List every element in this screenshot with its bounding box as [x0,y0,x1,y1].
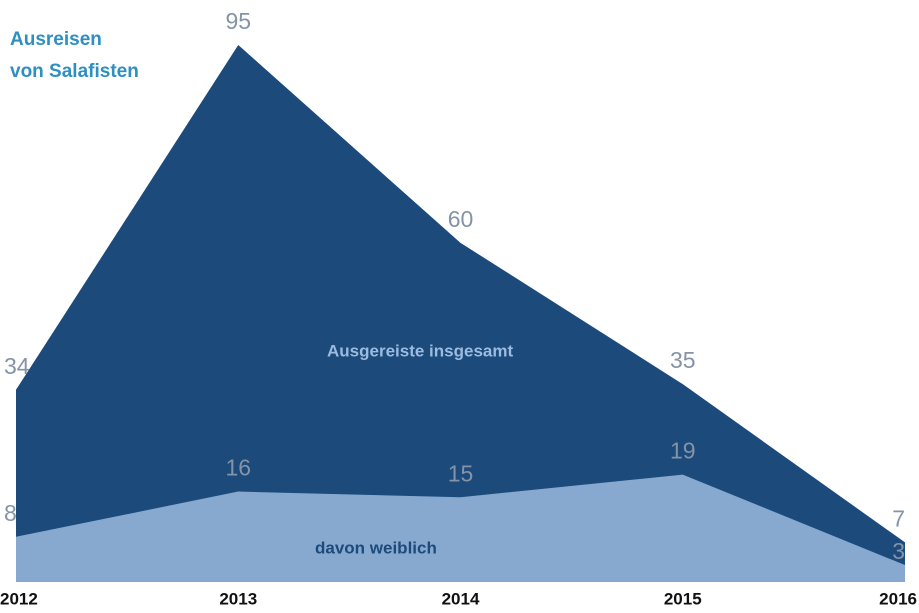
x-tick-label: 2013 [219,589,257,608]
value-label: 95 [225,8,251,34]
value-label: 35 [670,347,696,373]
value-label: 8 [4,500,17,526]
value-label: 34 [4,353,30,379]
area [16,474,905,582]
value-label: 15 [448,460,474,486]
x-tick-label: 2014 [442,589,480,608]
value-label: 60 [448,206,474,232]
area [16,45,905,582]
value-label: 19 [670,438,696,464]
x-tick-label: 2015 [664,589,702,608]
value-label: 16 [225,455,251,481]
value-label: 3 [892,538,905,564]
x-tick-label: 2012 [0,589,38,608]
series-label: davon weiblich [315,538,437,557]
series-label: Ausgereiste insgesamt [327,341,513,360]
chart-title-line: Ausreisen [10,29,102,50]
x-tick-label: 2016 [879,589,917,608]
chart-title-line: von Salafisten [10,61,139,82]
value-label: 7 [892,506,905,532]
